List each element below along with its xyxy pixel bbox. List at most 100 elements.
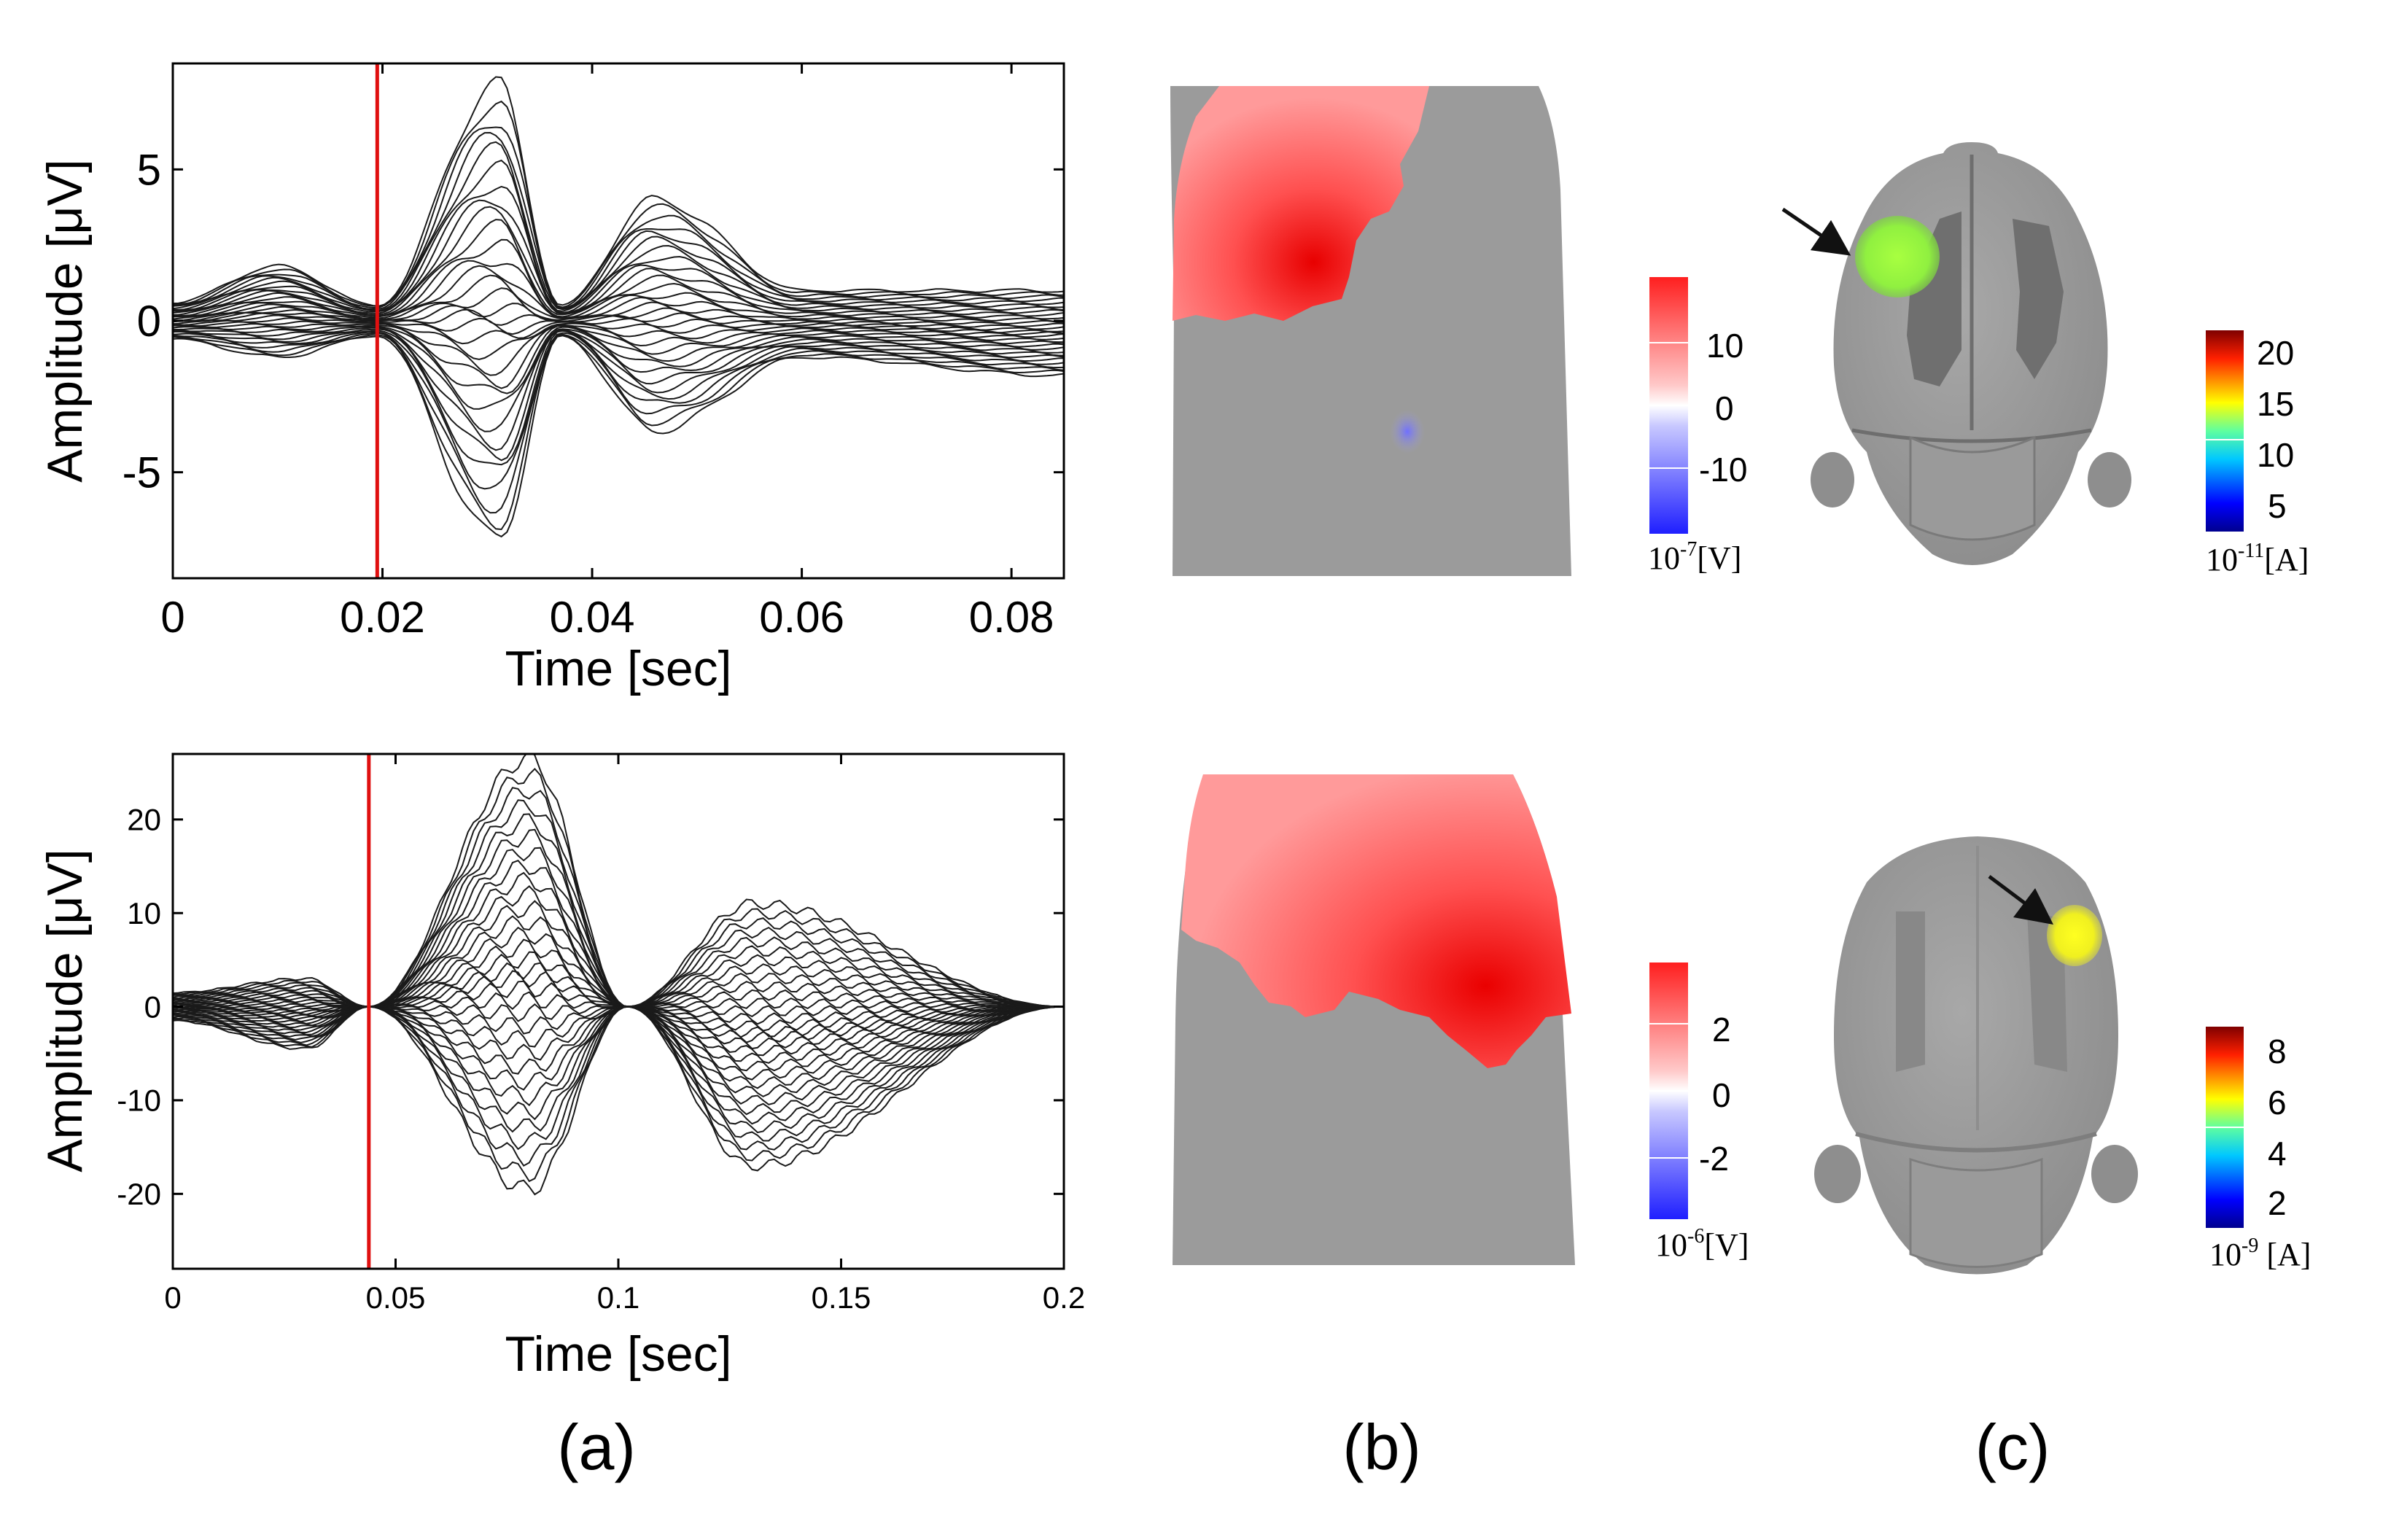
eeg-trace [173,141,1064,311]
y-tick-label: 20 [127,803,161,837]
eeg-trace [173,331,1064,490]
eeg-trace [173,206,1064,317]
colorbar-gradient [2206,330,2244,532]
brain-cerebellum [1909,435,2036,541]
colorbar-tick-label: 2 [1712,1011,1731,1049]
eeg-trace [173,238,1064,322]
colorbar-unit: 10-6[V] [1655,1225,1749,1263]
eeg-trace [173,314,1064,345]
eeg-trace [173,317,1064,360]
eeg-trace [173,1006,1064,1167]
chart-bottom-traces [173,754,1064,1196]
eeg-trace [173,323,1064,389]
colorbar-tick-label: 6 [2268,1084,2287,1121]
brain-dark-region [1896,911,1925,1072]
eeg-trace [173,327,1064,432]
arrow-icon [1988,875,2053,925]
chart-bottom-ylabel: Amplitude [μV] [37,849,93,1172]
colorbar-tick-label: 2 [2268,1184,2287,1222]
colorbar-c-top: 20 15 10 5 10-11[A] [2206,330,2309,578]
x-tick-label: 0.02 [340,593,425,642]
x-tick-label: 0.2 [1043,1280,1085,1315]
eeg-trace [173,287,1064,332]
eeg-trace [173,159,1064,312]
x-tick-label: 0.1 [597,1280,639,1315]
panel-label-c: (c) [1975,1411,2050,1483]
chart-top-x-axis: 0 0.02 0.04 0.06 0.08 [160,63,1054,642]
x-tick-label: 0 [160,593,184,642]
source-activation-spot [1855,216,1940,298]
eeg-trace [173,335,1064,538]
eeg-trace [173,326,1064,410]
eeg-trace [173,219,1064,320]
brain-cerebellum-right [2088,452,2131,508]
brain-dark-region [2013,219,2064,379]
source-brain-bottom [1814,836,2138,1275]
y-tick-label: 0 [137,297,161,346]
brain-cortex-boundary [1851,428,2092,443]
colorbar-tick-label: -10 [1699,451,1747,489]
eeg-trace [173,328,1064,451]
y-tick-label: -5 [123,448,161,497]
positive-potential-region [1173,86,1429,321]
colorbar-tick-label: 5 [2268,487,2287,525]
colorbar-tick-label: 15 [2257,385,2294,423]
eeg-trace [173,330,1064,466]
panel-label-a: (a) [557,1411,636,1483]
colorbar-tick-label: 20 [2257,334,2294,372]
brain-cerebellum [1909,1157,2043,1268]
chart-top-ylabel: Amplitude [μV] [37,159,93,483]
chart-top-y-axis: 5 0 -5 [123,145,1064,497]
source-activation-spot [2047,905,2102,966]
colorbar-tick-label: 10 [2257,436,2294,474]
colorbar-tick-label: 4 [2268,1135,2287,1172]
colorbar-unit: 10-7[V] [1648,538,1741,576]
eeg-trace [173,131,1064,311]
positive-potential-region [1181,774,1571,1068]
eeg-trace [173,126,1064,309]
eeg-trace [173,324,1064,394]
chart-bottom: 0 0.05 0.1 0.15 0.2 20 10 0 -10 -20 Time [sec] A… [37,752,1085,1382]
brain-dark-region [1907,211,1961,386]
x-tick-label: 0.06 [759,593,844,642]
chart-top-xlabel: Time [sec] [505,641,731,696]
colorbar-tick-label: 10 [1706,327,1743,365]
brain-cerebellum-right [2091,1145,2138,1203]
x-tick-label: 0.04 [550,593,635,642]
chart-bottom-xlabel: Time [sec] [505,1326,731,1382]
eeg-trace [173,274,1064,330]
colorbar-unit: 10-9 [A] [2209,1234,2311,1272]
x-tick-label: 0.08 [969,593,1054,642]
topomap-top [1170,86,1571,576]
eeg-trace [173,332,1064,514]
brain-cerebellum-left [1811,452,1854,508]
brain-cerebellum-left [1814,1145,1861,1203]
chart-top: 0 0.02 0.04 0.06 0.08 5 0 -5 Time [sec] Amplit… [37,62,1065,696]
eeg-trace [173,100,1064,308]
brain-cortex-boundary [1855,1132,2097,1153]
colorbar-tick-label: 0 [1715,389,1734,427]
colorbar-tick-label: -2 [1699,1140,1729,1178]
source-brain-top [1781,142,2131,565]
eeg-trace [173,334,1064,531]
y-tick-label: 0 [144,989,161,1024]
panel-label-b: (b) [1342,1411,1421,1483]
chart-bottom-y-axis: 20 10 0 -10 -20 [117,803,1064,1211]
colorbar-b-bottom: 2 0 -2 10-6[V] [1649,962,1749,1263]
chart-bottom-x-axis: 0 0.05 0.1 0.15 0.2 [164,754,1085,1315]
negative-potential-spot [1390,410,1425,454]
colorbar-tick-label: 0 [1712,1076,1731,1114]
eeg-trace [173,871,1064,1008]
colorbar-unit: 10-11[A] [2206,540,2309,578]
colorbar-b-top: 10 0 -10 10-7[V] [1648,277,1747,576]
colorbar-tick-label: 8 [2268,1032,2287,1070]
topomap-bottom [1173,774,1575,1265]
arrow-icon [1781,207,1851,256]
eeg-trace [173,330,1064,462]
eeg-trace [173,76,1064,307]
colorbar-c-bottom: 8 6 4 2 10-9 [A] [2206,1027,2311,1272]
y-tick-label: 10 [127,896,161,930]
chart-top-traces [173,76,1064,538]
x-tick-label: 0 [164,1280,181,1315]
